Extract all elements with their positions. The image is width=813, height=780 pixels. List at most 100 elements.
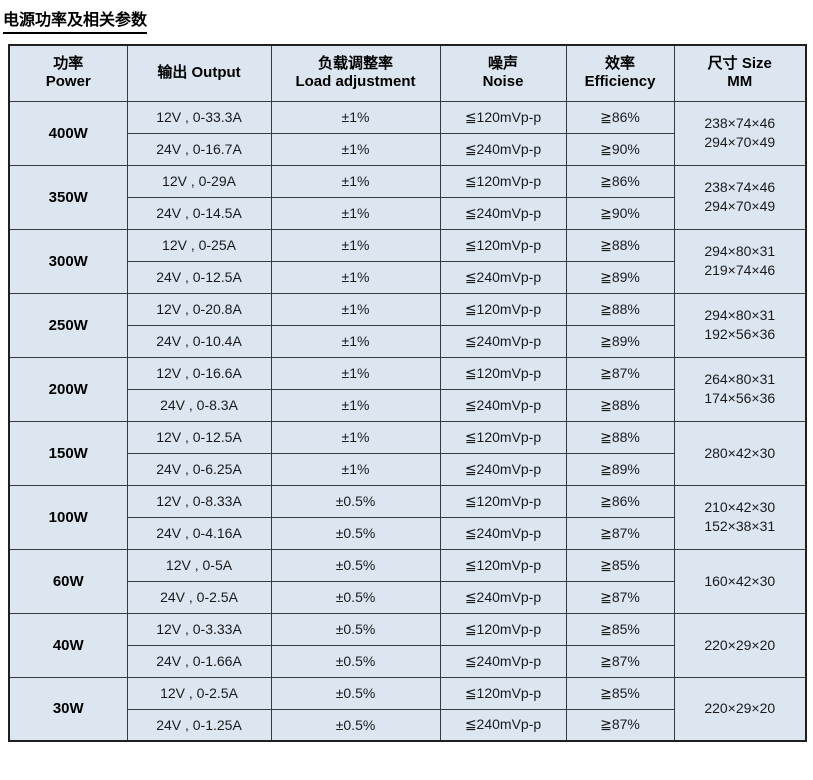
output-cell: 24V , 0-4.16A [126,516,272,550]
output-cell: 12V , 0-12.5A [126,420,272,454]
load-adjustment-cell: ±1% [270,292,441,326]
size-value: 152×38×31 [704,518,776,535]
spec-row: 24V , 0-1.25A ±0.5% ≦240mVp-p ≧87% [9,708,806,742]
load-adjustment-cell: ±1% [270,388,441,422]
size-value: 294×70×49 [704,134,776,151]
size-value: 220×29×20 [704,636,776,653]
spec-row: 30W 12V , 0-2.5A ±0.5% ≦120mVp-p ≧85% 220×29×… [8,676,807,742]
size-value: 238×74×46 [704,115,776,132]
spec-row: 24V , 0-1.66A ±0.5% ≦240mVp-p ≧87% [9,644,806,678]
load-adjustment-cell: ±0.5% [270,708,441,742]
size-value: 294×70×49 [704,198,776,215]
output-cell: 24V , 0-16.7A [126,132,272,166]
efficiency-cell: ≧88% [565,420,675,454]
noise-cell: ≦120mVp-p [439,420,567,454]
size-value: 238×74×46 [704,179,776,196]
size-value: 264×80×31 [704,371,776,388]
page-title: 电源功率及相关参数 [3,11,148,35]
noise-cell: ≦120mVp-p [439,164,567,198]
output-cell: 12V , 0-29A [126,164,272,198]
noise-cell: ≦120mVp-p [439,676,567,710]
size-value: 294×80×31 [704,243,776,260]
output-cell: 24V , 0-14.5A [126,196,272,230]
efficiency-cell: ≧88% [565,228,675,262]
efficiency-cell: ≧87% [565,516,675,550]
size-value: 294×80×31 [704,307,776,324]
power-cell: 30W [8,676,128,742]
size-value: 220×29×20 [704,700,776,717]
col-header-load-en: Load adjustment [295,73,416,91]
col-header-noise-zh: 噪声 [487,54,518,72]
power-cell: 40W [8,612,128,678]
spec-row: 250W 12V , 0-20.8A ±1% ≦120mVp-p ≧88% 294×80×… [8,292,807,358]
size-cell: 294×80×31 219×74×46 [673,228,807,294]
noise-cell: ≦120mVp-p [439,612,567,646]
spec-row: 24V , 0-4.16A ±0.5% ≦240mVp-p ≧87% [9,516,806,550]
load-adjustment-cell: ±0.5% [270,484,441,518]
efficiency-cell: ≧89% [565,260,675,294]
size-value: 280×42×30 [704,444,776,461]
table-header: 功率 Power 输出 Output 负载调整率 Load adjustment… [8,44,807,102]
load-adjustment-cell: ±0.5% [270,644,441,678]
load-adjustment-cell: ±1% [270,228,441,262]
efficiency-cell: ≧90% [565,132,675,166]
col-header-efficiency-zh: 效率 [604,54,635,72]
output-cell: 24V , 0-6.25A [126,452,272,486]
efficiency-cell: ≧85% [565,676,675,710]
size-cell: 238×74×46 294×70×49 [673,100,807,166]
efficiency-cell: ≧86% [565,164,675,198]
efficiency-cell: ≧88% [565,388,675,422]
col-header-size: 尺寸 Size MM [673,44,807,102]
output-cell: 12V , 0-8.33A [126,484,272,518]
power-cell: 60W [8,548,128,614]
load-adjustment-cell: ±0.5% [270,580,441,614]
load-adjustment-cell: ±1% [270,260,441,294]
output-cell: 12V , 0-2.5A [126,676,272,710]
efficiency-cell: ≧89% [565,452,675,486]
noise-cell: ≦240mVp-p [439,196,567,230]
load-adjustment-cell: ±1% [270,164,441,198]
size-cell: 220×29×20 [673,676,807,742]
efficiency-cell: ≧86% [565,100,675,134]
col-header-load-zh: 负载调整率 [317,54,393,72]
spec-table-body: 400W 12V , 0-33.3A ±1% ≦120mVp-p ≧86% 238×74×… [8,100,807,742]
noise-cell: ≦240mVp-p [439,516,567,550]
efficiency-cell: ≧87% [565,580,675,614]
spec-row: 24V , 0-6.25A ±1% ≦240mVp-p ≧89% [9,452,806,486]
spec-row: 24V , 0-16.7A ±1% ≦240mVp-p ≧90% [9,132,806,166]
noise-cell: ≦240mVp-p [439,644,567,678]
load-adjustment-cell: ±1% [270,452,441,486]
col-header-power-zh: 功率 [53,54,84,72]
col-header-efficiency-en: Efficiency [584,73,656,91]
efficiency-cell: ≧85% [565,612,675,646]
load-adjustment-cell: ±1% [270,420,441,454]
power-cell: 200W [8,356,128,422]
noise-cell: ≦240mVp-p [439,260,567,294]
noise-cell: ≦120mVp-p [439,356,567,390]
noise-cell: ≦240mVp-p [439,132,567,166]
size-value: 210×42×30 [704,499,776,516]
output-cell: 24V , 0-2.5A [126,580,272,614]
load-adjustment-cell: ±0.5% [270,676,441,710]
efficiency-cell: ≧88% [565,292,675,326]
size-value: 192×56×36 [704,326,776,343]
col-header-size-en: MM [727,73,753,91]
load-adjustment-cell: ±1% [270,132,441,166]
noise-cell: ≦240mVp-p [439,452,567,486]
spec-row: 60W 12V , 0-5A ±0.5% ≦120mVp-p ≧85% 160×42×30 [8,548,807,614]
spec-row: 24V , 0-2.5A ±0.5% ≦240mVp-p ≧87% [9,580,806,614]
output-cell: 24V , 0-1.25A [126,708,272,742]
load-adjustment-cell: ±1% [270,324,441,358]
noise-cell: ≦120mVp-p [439,228,567,262]
power-cell: 350W [8,164,128,230]
spec-row: 40W 12V , 0-3.33A ±0.5% ≦120mVp-p ≧85% 220×29… [8,612,807,678]
efficiency-cell: ≧87% [565,644,675,678]
power-spec-table: 功率 Power 输出 Output 负载调整率 Load adjustment… [8,44,807,743]
header-row: 功率 Power 输出 Output 负载调整率 Load adjustment… [8,44,807,102]
output-cell: 12V , 0-5A [126,548,272,582]
spec-row: 24V , 0-14.5A ±1% ≦240mVp-p ≧90% [9,196,806,230]
noise-cell: ≦240mVp-p [439,708,567,742]
load-adjustment-cell: ±0.5% [270,516,441,550]
output-cell: 24V , 0-12.5A [126,260,272,294]
noise-cell: ≦240mVp-p [439,580,567,614]
